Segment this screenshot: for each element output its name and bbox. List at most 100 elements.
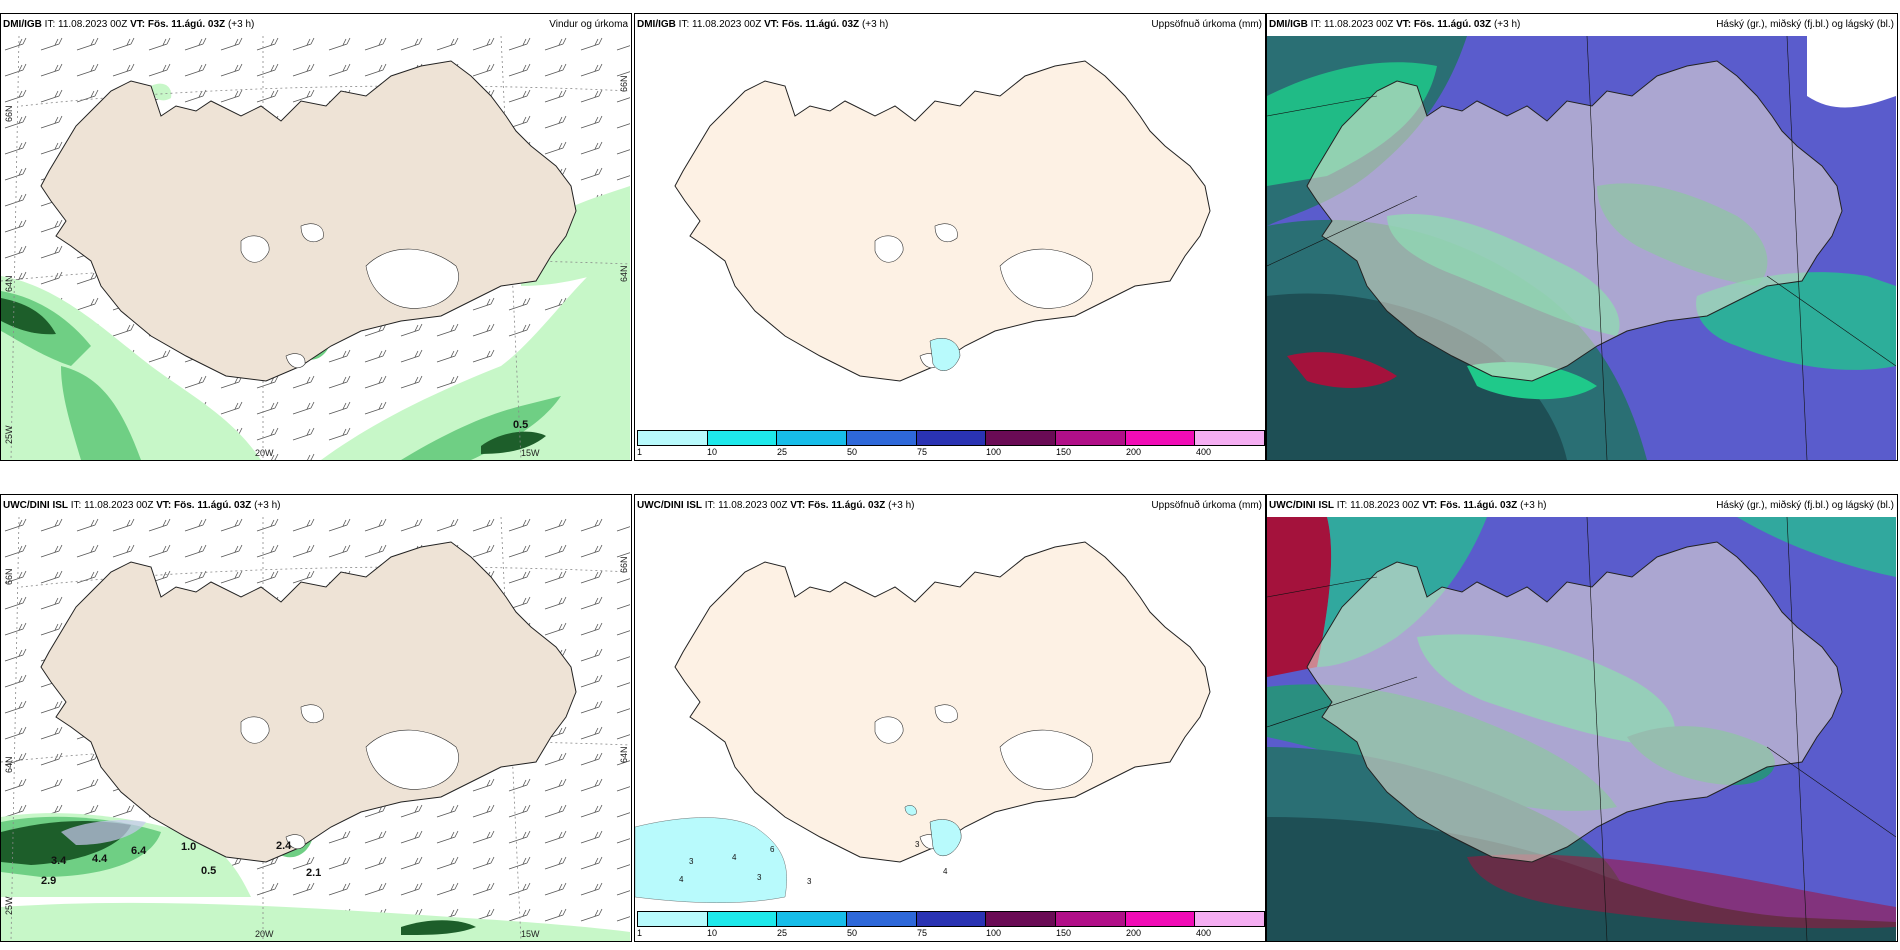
colorbar-tick: 200: [1126, 447, 1142, 457]
colorbar-tick: 25: [777, 447, 788, 457]
accum-precip-map: [635, 517, 1264, 941]
lat-label-66n-left: 66N: [4, 105, 14, 122]
precip-contour-label: 3: [757, 873, 762, 882]
colorbar-swatch-8: [1125, 912, 1196, 926]
panel-accum-precip-uwc: UWC/DINI ISL IT: 11.08.2023 00Z VT: Fös.…: [634, 494, 1266, 942]
lead-time: (+3 h): [254, 500, 281, 511]
precip-colorbar: [637, 430, 1265, 446]
it-value: 11.08.2023 00Z: [692, 19, 762, 30]
colorbar-swatch-5: [916, 912, 987, 926]
colorbar-swatch-6: [986, 912, 1057, 926]
panel-clouds-uwc: UWC/DINI ISL IT: 11.08.2023 00Z VT: Fös.…: [1266, 494, 1898, 942]
lat-label-66n-right: 66N: [619, 556, 629, 573]
it-value: 11.08.2023 00Z: [58, 19, 128, 30]
lon-label-15w: 15W: [521, 929, 540, 939]
it-value: 11.08.2023 00Z: [84, 500, 154, 511]
lon-label-25w: 25W: [4, 425, 14, 444]
precip-value-label: 1.0: [181, 841, 197, 853]
colorbar-swatch-9: [1195, 912, 1265, 926]
precip-contour-label: 6: [770, 845, 775, 854]
precip-value-label: 2.9: [41, 875, 57, 887]
lead-time: (+3 h): [1493, 19, 1521, 30]
it-value: 11.08.2023 00Z: [718, 500, 788, 511]
colorbar-tick: 75: [917, 928, 928, 938]
product-title: Vindur og úrkoma: [549, 19, 628, 30]
colorbar-tick: 50: [847, 928, 858, 938]
precip-contour-label: 4: [732, 853, 737, 862]
colorbar-swatch-6: [986, 431, 1057, 445]
product-title: Háský (gr.), miðský (fj.bl.) og lágský (…: [1716, 19, 1894, 30]
sector-lines: [1267, 517, 1896, 941]
vt-value: Fös. 11.ágú. 03Z: [781, 19, 860, 30]
lead-time: (+3 h): [227, 19, 255, 30]
it-label: IT:: [678, 19, 690, 30]
vt-value: Fös. 11.ágú. 03Z: [1440, 500, 1518, 511]
lat-label-64n-right: 64N: [619, 746, 629, 763]
wind-precip-map: [1, 517, 630, 941]
it-label: IT:: [1336, 500, 1348, 511]
model-name: UWC/DINI ISL: [637, 500, 702, 511]
colorbar-swatch-3: [777, 912, 848, 926]
colorbar-ticks: 1 10 25 50 75 100 150 200 400: [637, 446, 1265, 460]
vt-label: VT:: [790, 500, 806, 511]
lat-label-64n-left: 64N: [4, 275, 14, 292]
precip-area: [929, 338, 961, 371]
vt-label: VT:: [156, 500, 172, 511]
colorbar-swatch-7: [1056, 431, 1126, 445]
cloud-cover-map: [1267, 517, 1896, 941]
vt-value: Fös. 11.ágú. 03Z: [174, 500, 252, 511]
vt-label: VT:: [764, 19, 780, 30]
vt-value: Fös. 11.ágú. 03Z: [1413, 19, 1492, 30]
lat-label-66n-right: 66N: [619, 75, 629, 92]
vt-value: Fös. 11.ágú. 03Z: [808, 500, 886, 511]
product-title: Uppsöfnuð úrkoma (mm): [1151, 19, 1262, 30]
precip-area-small: [904, 805, 917, 816]
precip-contour-label: 3: [807, 877, 812, 886]
panel-clouds-dmi: DMI/IGB IT: 11.08.2023 00Z VT: Fös. 11.á…: [1266, 13, 1898, 461]
panel-header: DMI/IGB IT: 11.08.2023 00Z VT: Fös. 11.á…: [635, 14, 1265, 36]
lead-time: (+3 h): [1520, 500, 1547, 511]
colorbar-swatch-8: [1125, 431, 1196, 445]
model-name: UWC/DINI ISL: [3, 500, 68, 511]
vt-label: VT:: [130, 19, 146, 30]
colorbar-swatch-9: [1195, 431, 1265, 445]
colorbar-swatch-4: [847, 912, 917, 926]
wind-precip-map: [1, 36, 630, 460]
product-title: Uppsöfnuð úrkoma (mm): [1151, 500, 1262, 511]
glaciers: [240, 223, 459, 369]
lon-label-20w: 20W: [255, 448, 274, 458]
panel-header: UWC/DINI ISL IT: 11.08.2023 00Z VT: Fös.…: [1, 495, 631, 517]
lat-label-64n-right: 64N: [619, 265, 629, 282]
colorbar-swatch-4: [847, 431, 917, 445]
colorbar-tick: 10: [707, 928, 718, 938]
colorbar-tick: 25: [777, 928, 788, 938]
precip-area-land: [929, 819, 962, 857]
it-value: 11.08.2023 00Z: [1350, 500, 1420, 511]
colorbar-tick: 150: [1056, 447, 1072, 457]
vt-label: VT:: [1422, 500, 1438, 511]
precip-area-sea: [635, 817, 787, 903]
colorbar-swatch-7: [1056, 912, 1126, 926]
colorbar-tick: 50: [847, 447, 858, 457]
product-title: Háský (gr.), miðský (fj.bl.) og lágský (…: [1716, 500, 1894, 511]
colorbar-tick: 400: [1196, 447, 1212, 457]
precip-value-label: 2.4: [276, 840, 292, 852]
vt-value: Fös. 11.ágú. 03Z: [147, 19, 226, 30]
panel-header: UWC/DINI ISL IT: 11.08.2023 00Z VT: Fös.…: [1267, 495, 1897, 517]
iceland-landmass: [1306, 541, 1843, 863]
lon-label-25w: 25W: [4, 896, 14, 915]
colorbar-swatch-5: [916, 431, 987, 445]
model-name: DMI/IGB: [3, 19, 42, 30]
precip-value-label: 0.5: [513, 419, 529, 431]
precip-contour-label: 3: [915, 840, 920, 849]
lat-label-66n-left: 66N: [4, 568, 14, 585]
panel-header: DMI/IGB IT: 11.08.2023 00Z VT: Fös. 11.á…: [1, 14, 631, 36]
precip-value-label: 4.4: [92, 853, 108, 865]
it-label: IT:: [704, 500, 716, 511]
panel-header: DMI/IGB IT: 11.08.2023 00Z VT: Fös. 11.á…: [1267, 14, 1897, 36]
precip-contour-label: 4: [943, 867, 948, 876]
it-value: 11.08.2023 00Z: [1324, 19, 1394, 30]
panel-accum-precip-dmi: DMI/IGB IT: 11.08.2023 00Z VT: Fös. 11.á…: [634, 13, 1266, 461]
iceland-landmass: [1306, 60, 1843, 382]
colorbar-tick: 200: [1126, 928, 1142, 938]
